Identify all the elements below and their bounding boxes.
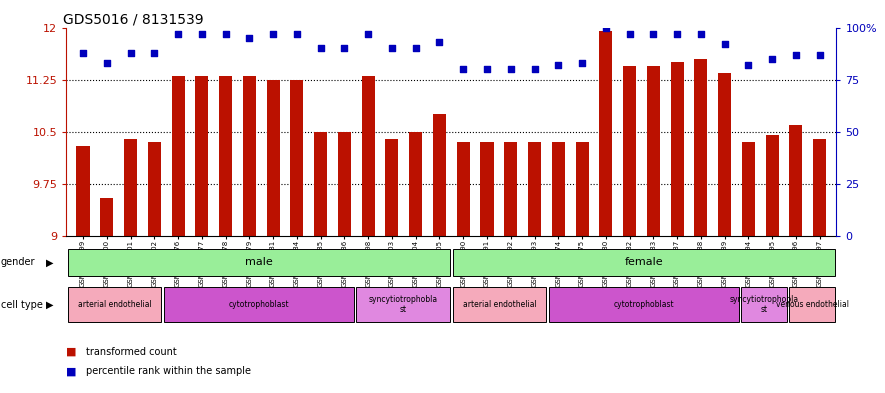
Point — [147, 50, 161, 56]
Point — [266, 31, 281, 37]
Point — [195, 31, 209, 37]
Text: arterial endothelial: arterial endothelial — [463, 300, 536, 309]
Point — [171, 31, 185, 37]
Point — [599, 24, 613, 31]
Bar — [742, 287, 787, 322]
Text: cytotrophoblast: cytotrophoblast — [228, 300, 289, 309]
Bar — [452, 287, 546, 322]
Point — [789, 51, 803, 58]
Bar — [481, 142, 494, 236]
Bar — [575, 142, 589, 236]
Bar — [164, 287, 354, 322]
Point — [76, 50, 90, 56]
Point — [409, 45, 423, 51]
Text: ■: ■ — [66, 366, 77, 376]
Bar — [196, 76, 208, 236]
Text: arterial endothelial: arterial endothelial — [78, 300, 151, 309]
Bar — [242, 76, 256, 236]
Point — [504, 66, 518, 72]
Bar — [623, 66, 636, 236]
Point — [551, 62, 566, 68]
Bar — [67, 249, 450, 275]
Point — [812, 51, 827, 58]
Bar — [813, 139, 827, 236]
Point — [646, 31, 660, 37]
Bar — [76, 145, 89, 236]
Point — [219, 31, 233, 37]
Bar — [766, 135, 779, 236]
Bar — [789, 287, 835, 322]
Bar — [385, 139, 398, 236]
Text: syncytiotrophobla
st: syncytiotrophobla st — [369, 295, 438, 314]
Point — [242, 35, 257, 41]
Point — [100, 60, 114, 66]
Bar — [671, 62, 683, 236]
Bar — [742, 142, 755, 236]
Bar — [338, 132, 351, 236]
Text: ▶: ▶ — [46, 257, 53, 267]
Point — [361, 31, 375, 37]
Bar — [551, 142, 565, 236]
Point — [575, 60, 589, 66]
Bar — [172, 76, 185, 236]
Bar — [124, 139, 137, 236]
Point — [670, 31, 684, 37]
Bar — [599, 31, 612, 236]
Bar — [457, 142, 470, 236]
Point — [742, 62, 756, 68]
Bar — [290, 79, 304, 236]
Bar — [695, 59, 707, 236]
Bar — [362, 76, 374, 236]
Bar — [148, 142, 161, 236]
Bar — [219, 76, 232, 236]
Bar — [452, 249, 835, 275]
Point — [313, 45, 327, 51]
Point — [480, 66, 494, 72]
Bar — [718, 73, 731, 236]
Bar — [266, 79, 280, 236]
Bar — [504, 142, 518, 236]
Bar — [409, 132, 422, 236]
Bar — [357, 287, 450, 322]
Point — [337, 45, 351, 51]
Point — [123, 50, 138, 56]
Bar — [647, 66, 660, 236]
Bar — [67, 287, 161, 322]
Text: venous endothelial: venous endothelial — [776, 300, 849, 309]
Text: percentile rank within the sample: percentile rank within the sample — [86, 366, 250, 376]
Text: male: male — [245, 257, 273, 267]
Bar — [789, 125, 803, 236]
Text: transformed count: transformed count — [86, 347, 177, 357]
Point — [622, 31, 636, 37]
Text: cell type: cell type — [1, 299, 42, 310]
Point — [433, 39, 447, 45]
Point — [456, 66, 470, 72]
Point — [289, 31, 304, 37]
Point — [527, 66, 542, 72]
Text: ■: ■ — [66, 347, 77, 357]
Bar — [314, 132, 327, 236]
Text: syncytiotrophobla
st: syncytiotrophobla st — [729, 295, 798, 314]
Text: GDS5016 / 8131539: GDS5016 / 8131539 — [63, 12, 204, 26]
Text: cytotrophoblast: cytotrophoblast — [613, 300, 674, 309]
Text: female: female — [625, 257, 663, 267]
Text: ▶: ▶ — [46, 299, 53, 310]
Point — [385, 45, 399, 51]
Point — [694, 31, 708, 37]
Bar — [549, 287, 739, 322]
Bar — [100, 198, 113, 236]
Bar — [528, 142, 541, 236]
Point — [718, 41, 732, 47]
Bar — [433, 114, 446, 236]
Text: gender: gender — [1, 257, 35, 267]
Point — [765, 55, 780, 62]
